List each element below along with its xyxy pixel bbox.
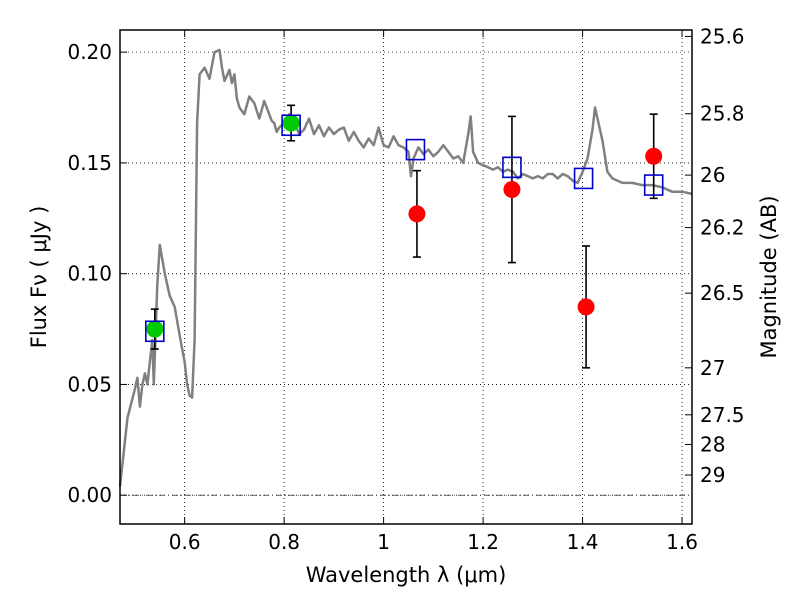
axis-ticks: 0.6 0.8 1 1.2 1.4 1.6 0.00 0.05 0.10 0.15 0.20 25.6… [67, 24, 744, 554]
x-tick-label: 0.8 [268, 530, 300, 554]
y2-tick-label: 28 [700, 432, 725, 456]
y2-tick-label: 26.5 [700, 281, 745, 305]
model-sed-line [118, 48, 693, 487]
error-bars [150, 104, 658, 369]
y-tick-label: 0.05 [67, 372, 112, 396]
y2-tick-label: 25.8 [700, 102, 745, 126]
y2-axis-label: Magnitude (AB) [757, 195, 781, 358]
markers [145, 114, 664, 343]
y2-tick-label: 25.6 [700, 24, 745, 48]
y2-tick-label: 27 [700, 356, 725, 380]
y2-tick-label: 26 [700, 163, 725, 187]
x-axis-label: Wavelength λ (μm) [306, 563, 507, 587]
plot-frame [119, 29, 693, 525]
y-tick-label: 0.10 [67, 262, 112, 286]
data-point [577, 298, 595, 316]
y-axis-label: Flux Fν ( μJy ) [27, 206, 51, 349]
model-photometry-square [643, 174, 664, 196]
data-point [645, 147, 663, 165]
grid [120, 30, 692, 524]
model-sed-layer [118, 48, 693, 487]
x-tick-label: 0.6 [169, 530, 201, 554]
y-tick-label: 0.00 [67, 483, 112, 507]
y2-tick-label: 27.5 [700, 403, 745, 427]
data-point [503, 180, 521, 198]
model-photometry-square [405, 138, 426, 161]
model-photometry-square [281, 114, 301, 137]
model-photometry-square [573, 167, 594, 190]
y-tick-label: 0.20 [67, 40, 112, 64]
data-point [146, 320, 164, 338]
model-photometry-square [145, 320, 165, 343]
y2-tick-label: 26.2 [700, 216, 745, 240]
data-point [408, 205, 426, 223]
y-tick-label: 0.15 [67, 151, 112, 175]
data-point [282, 114, 300, 132]
y2-tick-label: 29 [700, 463, 725, 487]
model-photometry-square [502, 156, 522, 179]
x-tick-label: 1.4 [567, 530, 599, 554]
x-tick-label: 1 [377, 530, 390, 554]
x-tick-label: 1.6 [666, 530, 698, 554]
x-tick-label: 1.2 [467, 530, 499, 554]
